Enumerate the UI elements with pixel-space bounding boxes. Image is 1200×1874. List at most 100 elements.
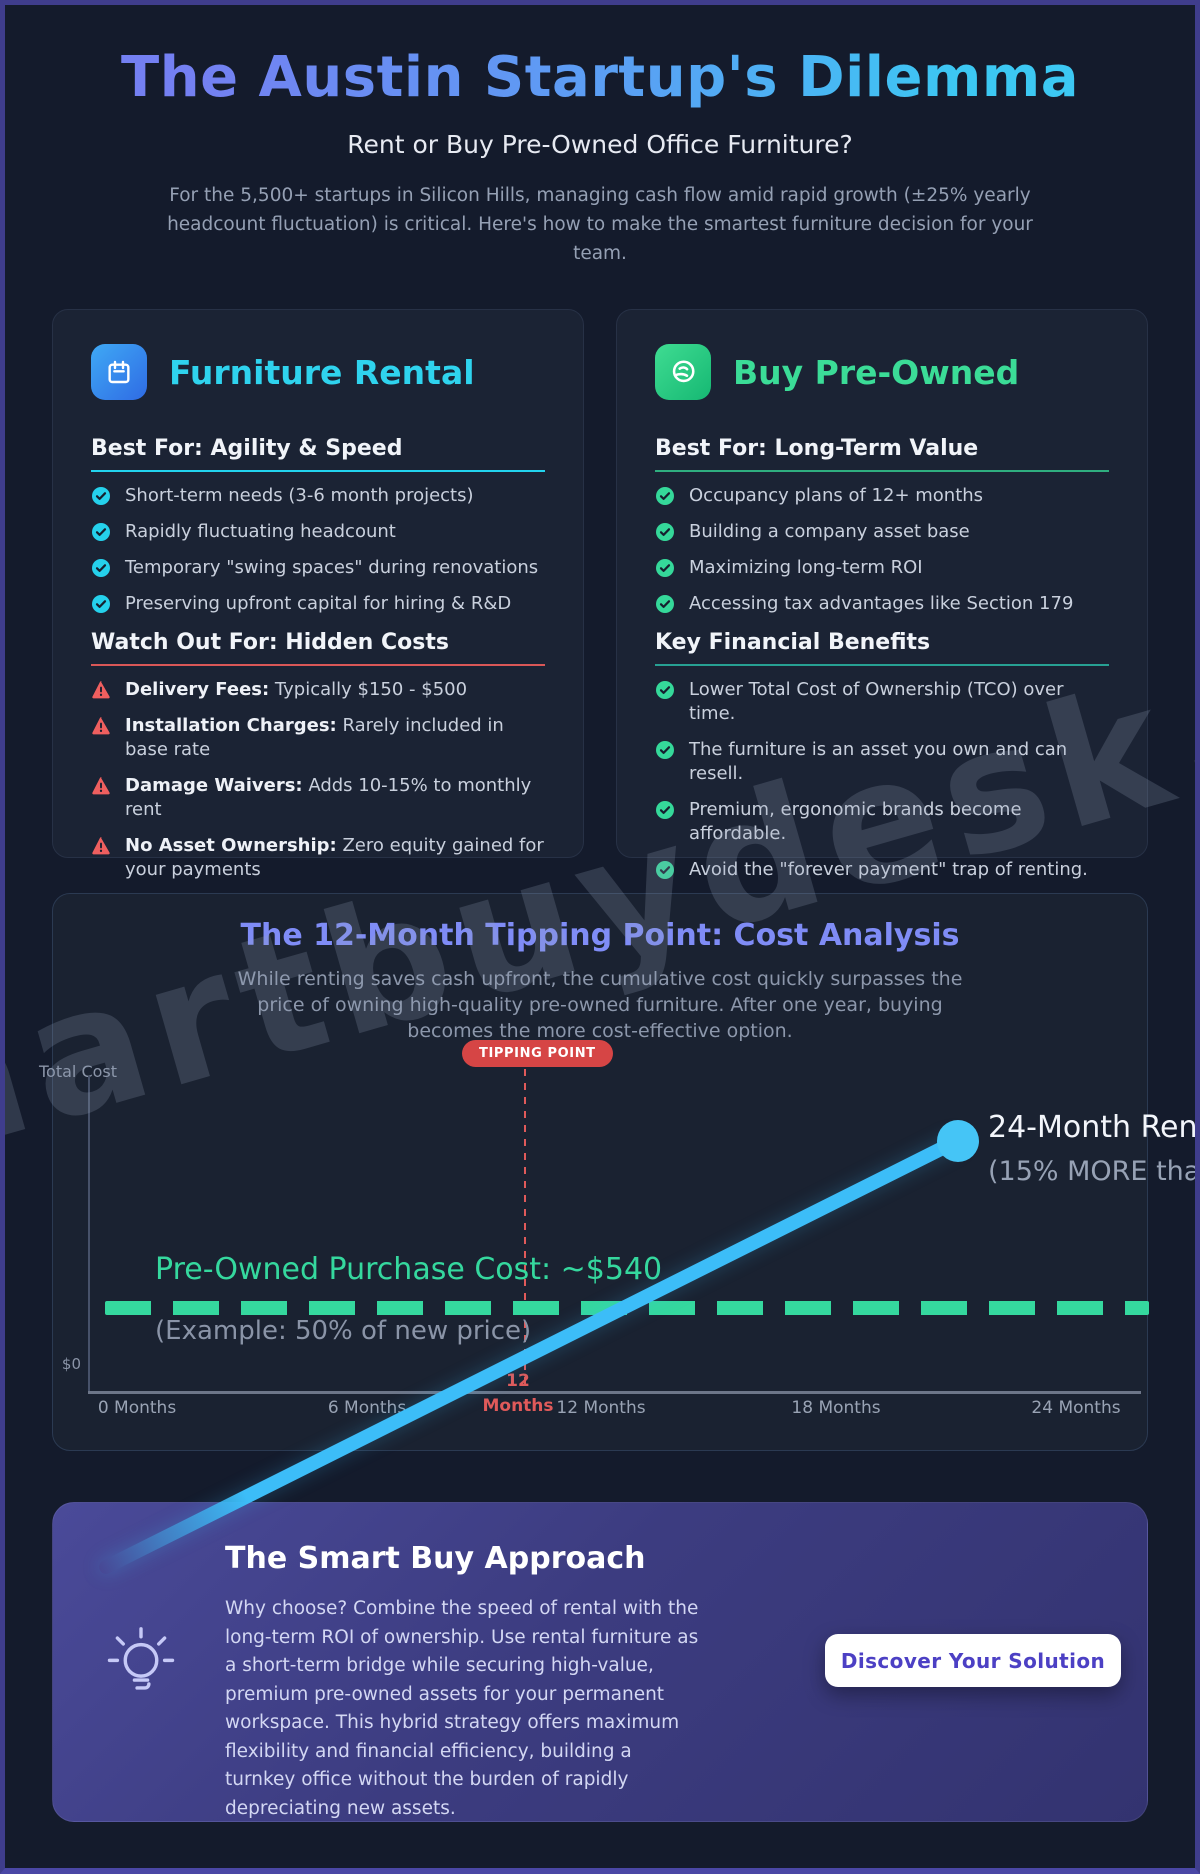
list-item: Lower Total Cost of Ownership (TCO) over… — [655, 672, 1109, 732]
list-item: Short-term needs (3-6 month projects) — [91, 478, 545, 514]
cta-title: The Smart Buy Approach — [225, 1541, 646, 1576]
x-tick-6-months: 6 Months — [327, 1398, 407, 1418]
chart-subtitle: While renting saves cash upfront, the cu… — [237, 968, 963, 1042]
list-item: Temporary "swing spaces" during renovati… — [91, 550, 545, 586]
page-description: For the 5,500+ startups in Silicon Hills… — [167, 185, 1033, 264]
item-lead: Damage Waivers: — [125, 775, 303, 796]
tipping-tick-number: 12 — [506, 1371, 530, 1391]
list-item: Preserving upfront capital for hiring & … — [91, 586, 545, 622]
rental-card-header: Furniture Rental — [91, 344, 545, 400]
check-icon — [656, 681, 674, 699]
item-text: Building a company asset base — [689, 521, 970, 542]
x-tick-12-months: 12 Months — [556, 1398, 646, 1418]
x-tick-0-months: 0 Months — [97, 1398, 177, 1418]
smart-buy-cta-card: The Smart Buy Approach Why choose? Combi… — [52, 1502, 1148, 1822]
item-detail: Adds 10-15% to monthly rent — [125, 775, 532, 820]
lightbulb-icon — [99, 1621, 183, 1709]
warning-icon — [92, 681, 110, 699]
rental-card-title: Furniture Rental — [169, 352, 475, 392]
item-text: Installation Charges: Rarely included in… — [125, 714, 545, 762]
rental-card: Furniture Rental Best For: Agility & Spe… — [52, 309, 584, 880]
check-icon — [656, 559, 674, 577]
coin-icon — [655, 344, 711, 400]
item-text: Occupancy plans of 12+ months — [689, 485, 984, 506]
check-icon — [656, 741, 674, 759]
check-icon — [656, 523, 674, 541]
list-item: No Asset Ownership: Zero equity gained f… — [91, 828, 545, 888]
check-icon — [656, 801, 674, 819]
list-item: Maximizing long-term ROI — [655, 550, 1109, 586]
rental-end-label: 24-Month Rent — [988, 1110, 1200, 1145]
x-axis-line — [88, 1391, 1141, 1394]
rental-watch-list: Delivery Fees: Typically $150 - $500 Ins… — [91, 672, 545, 888]
y-axis-zero-label: $0 — [61, 1355, 81, 1373]
tipping-tick-word: Months — [482, 1396, 554, 1416]
item-text: Delivery Fees: Typically $150 - $500 — [125, 678, 467, 702]
cost-analysis-chart-card: The 12-Month Tipping Point: Cost Analysi… — [39, 893, 1195, 1451]
page-title: The Austin Startup's Dilemma — [121, 45, 1079, 110]
list-item: Damage Waivers: Adds 10-15% to monthly r… — [91, 768, 545, 828]
check-icon — [656, 487, 674, 505]
tipping-point-badge: TIPPING POINT — [462, 1040, 613, 1067]
calendar-icon — [91, 344, 147, 400]
list-item: The furniture is an asset you own and ca… — [655, 732, 1109, 792]
rental-end-sublabel: (15% MORE than — [988, 1156, 1200, 1187]
comparison-cards-row: Furniture Rental Best For: Agility & Spe… — [52, 309, 1148, 880]
rental-watch-heading: Watch Out For: Hidden Costs — [91, 630, 545, 666]
item-detail: Typically $150 - $500 — [269, 679, 468, 700]
check-icon — [92, 595, 110, 613]
y-axis-label: Total Cost — [39, 1062, 118, 1081]
list-item: Rapidly fluctuating headcount — [91, 514, 545, 550]
item-text: Short-term needs (3-6 month projects) — [125, 485, 474, 506]
warning-icon — [92, 717, 110, 735]
list-item: Occupancy plans of 12+ months — [655, 478, 1109, 514]
discover-solution-button[interactable]: Discover Your Solution — [825, 1634, 1121, 1687]
check-icon — [92, 523, 110, 541]
item-text: Temporary "swing spaces" during renovati… — [125, 557, 539, 578]
preowned-card-title: Buy Pre-Owned — [733, 352, 1020, 392]
item-text: Preserving upfront capital for hiring & … — [125, 593, 512, 614]
y-axis-line — [88, 1076, 90, 1391]
preowned-benefits-list: Lower Total Cost of Ownership (TCO) over… — [655, 672, 1109, 888]
item-lead: Installation Charges: — [125, 715, 337, 736]
list-item: Delivery Fees: Typically $150 - $500 — [91, 672, 545, 708]
preowned-best-heading: Best For: Long-Term Value — [655, 436, 1109, 472]
list-item: Accessing tax advantages like Section 17… — [655, 586, 1109, 622]
list-item: Premium, ergonomic brands become afforda… — [655, 792, 1109, 852]
check-icon — [656, 861, 674, 879]
list-item: Avoid the "forever payment" trap of rent… — [655, 852, 1109, 888]
preowned-cost-sublabel: (Example: 50% of new price) — [155, 1316, 532, 1346]
page-header: The Austin Startup's Dilemma Rent or Buy… — [5, 5, 1195, 268]
preowned-cost-label: Pre-Owned Purchase Cost: ~$540 — [155, 1252, 663, 1287]
rental-best-list: Short-term needs (3-6 month projects) Ra… — [91, 478, 545, 622]
page-subtitle: Rent or Buy Pre-Owned Office Furniture? — [347, 130, 853, 159]
item-text: Lower Total Cost of Ownership (TCO) over… — [689, 679, 1064, 724]
item-text: Damage Waivers: Adds 10-15% to monthly r… — [125, 774, 545, 822]
preowned-best-list: Occupancy plans of 12+ months Building a… — [655, 478, 1109, 622]
preowned-benefits-heading: Key Financial Benefits — [655, 630, 1109, 666]
item-detail: Zero equity gained for your payments — [125, 835, 544, 880]
item-text: Accessing tax advantages like Section 17… — [689, 593, 1074, 614]
check-icon — [92, 559, 110, 577]
check-icon — [656, 595, 674, 613]
preowned-card-header: Buy Pre-Owned — [655, 344, 1109, 400]
x-tick-18-months: 18 Months — [791, 1398, 881, 1418]
warning-icon — [92, 837, 110, 855]
item-text: The furniture is an asset you own and ca… — [689, 739, 1068, 784]
warning-icon — [92, 777, 110, 795]
preowned-cost-dashed-line — [105, 1301, 1149, 1315]
item-lead: Delivery Fees: — [125, 679, 270, 700]
list-item: Installation Charges: Rarely included in… — [91, 708, 545, 768]
rental-best-heading: Best For: Agility & Speed — [91, 436, 545, 472]
x-tick-24-months: 24 Months — [1031, 1398, 1121, 1418]
preowned-card: Buy Pre-Owned Best For: Long-Term Value … — [616, 309, 1148, 880]
list-item: Building a company asset base — [655, 514, 1109, 550]
item-text: Avoid the "forever payment" trap of rent… — [689, 859, 1088, 880]
item-detail: Rarely included in base rate — [125, 715, 504, 760]
item-text: No Asset Ownership: Zero equity gained f… — [125, 834, 545, 882]
item-text: Rapidly fluctuating headcount — [125, 521, 396, 542]
cta-body: Why choose? Combine the speed of rental … — [225, 1598, 699, 1819]
item-text: Maximizing long-term ROI — [689, 557, 923, 578]
item-lead: No Asset Ownership: — [125, 835, 337, 856]
